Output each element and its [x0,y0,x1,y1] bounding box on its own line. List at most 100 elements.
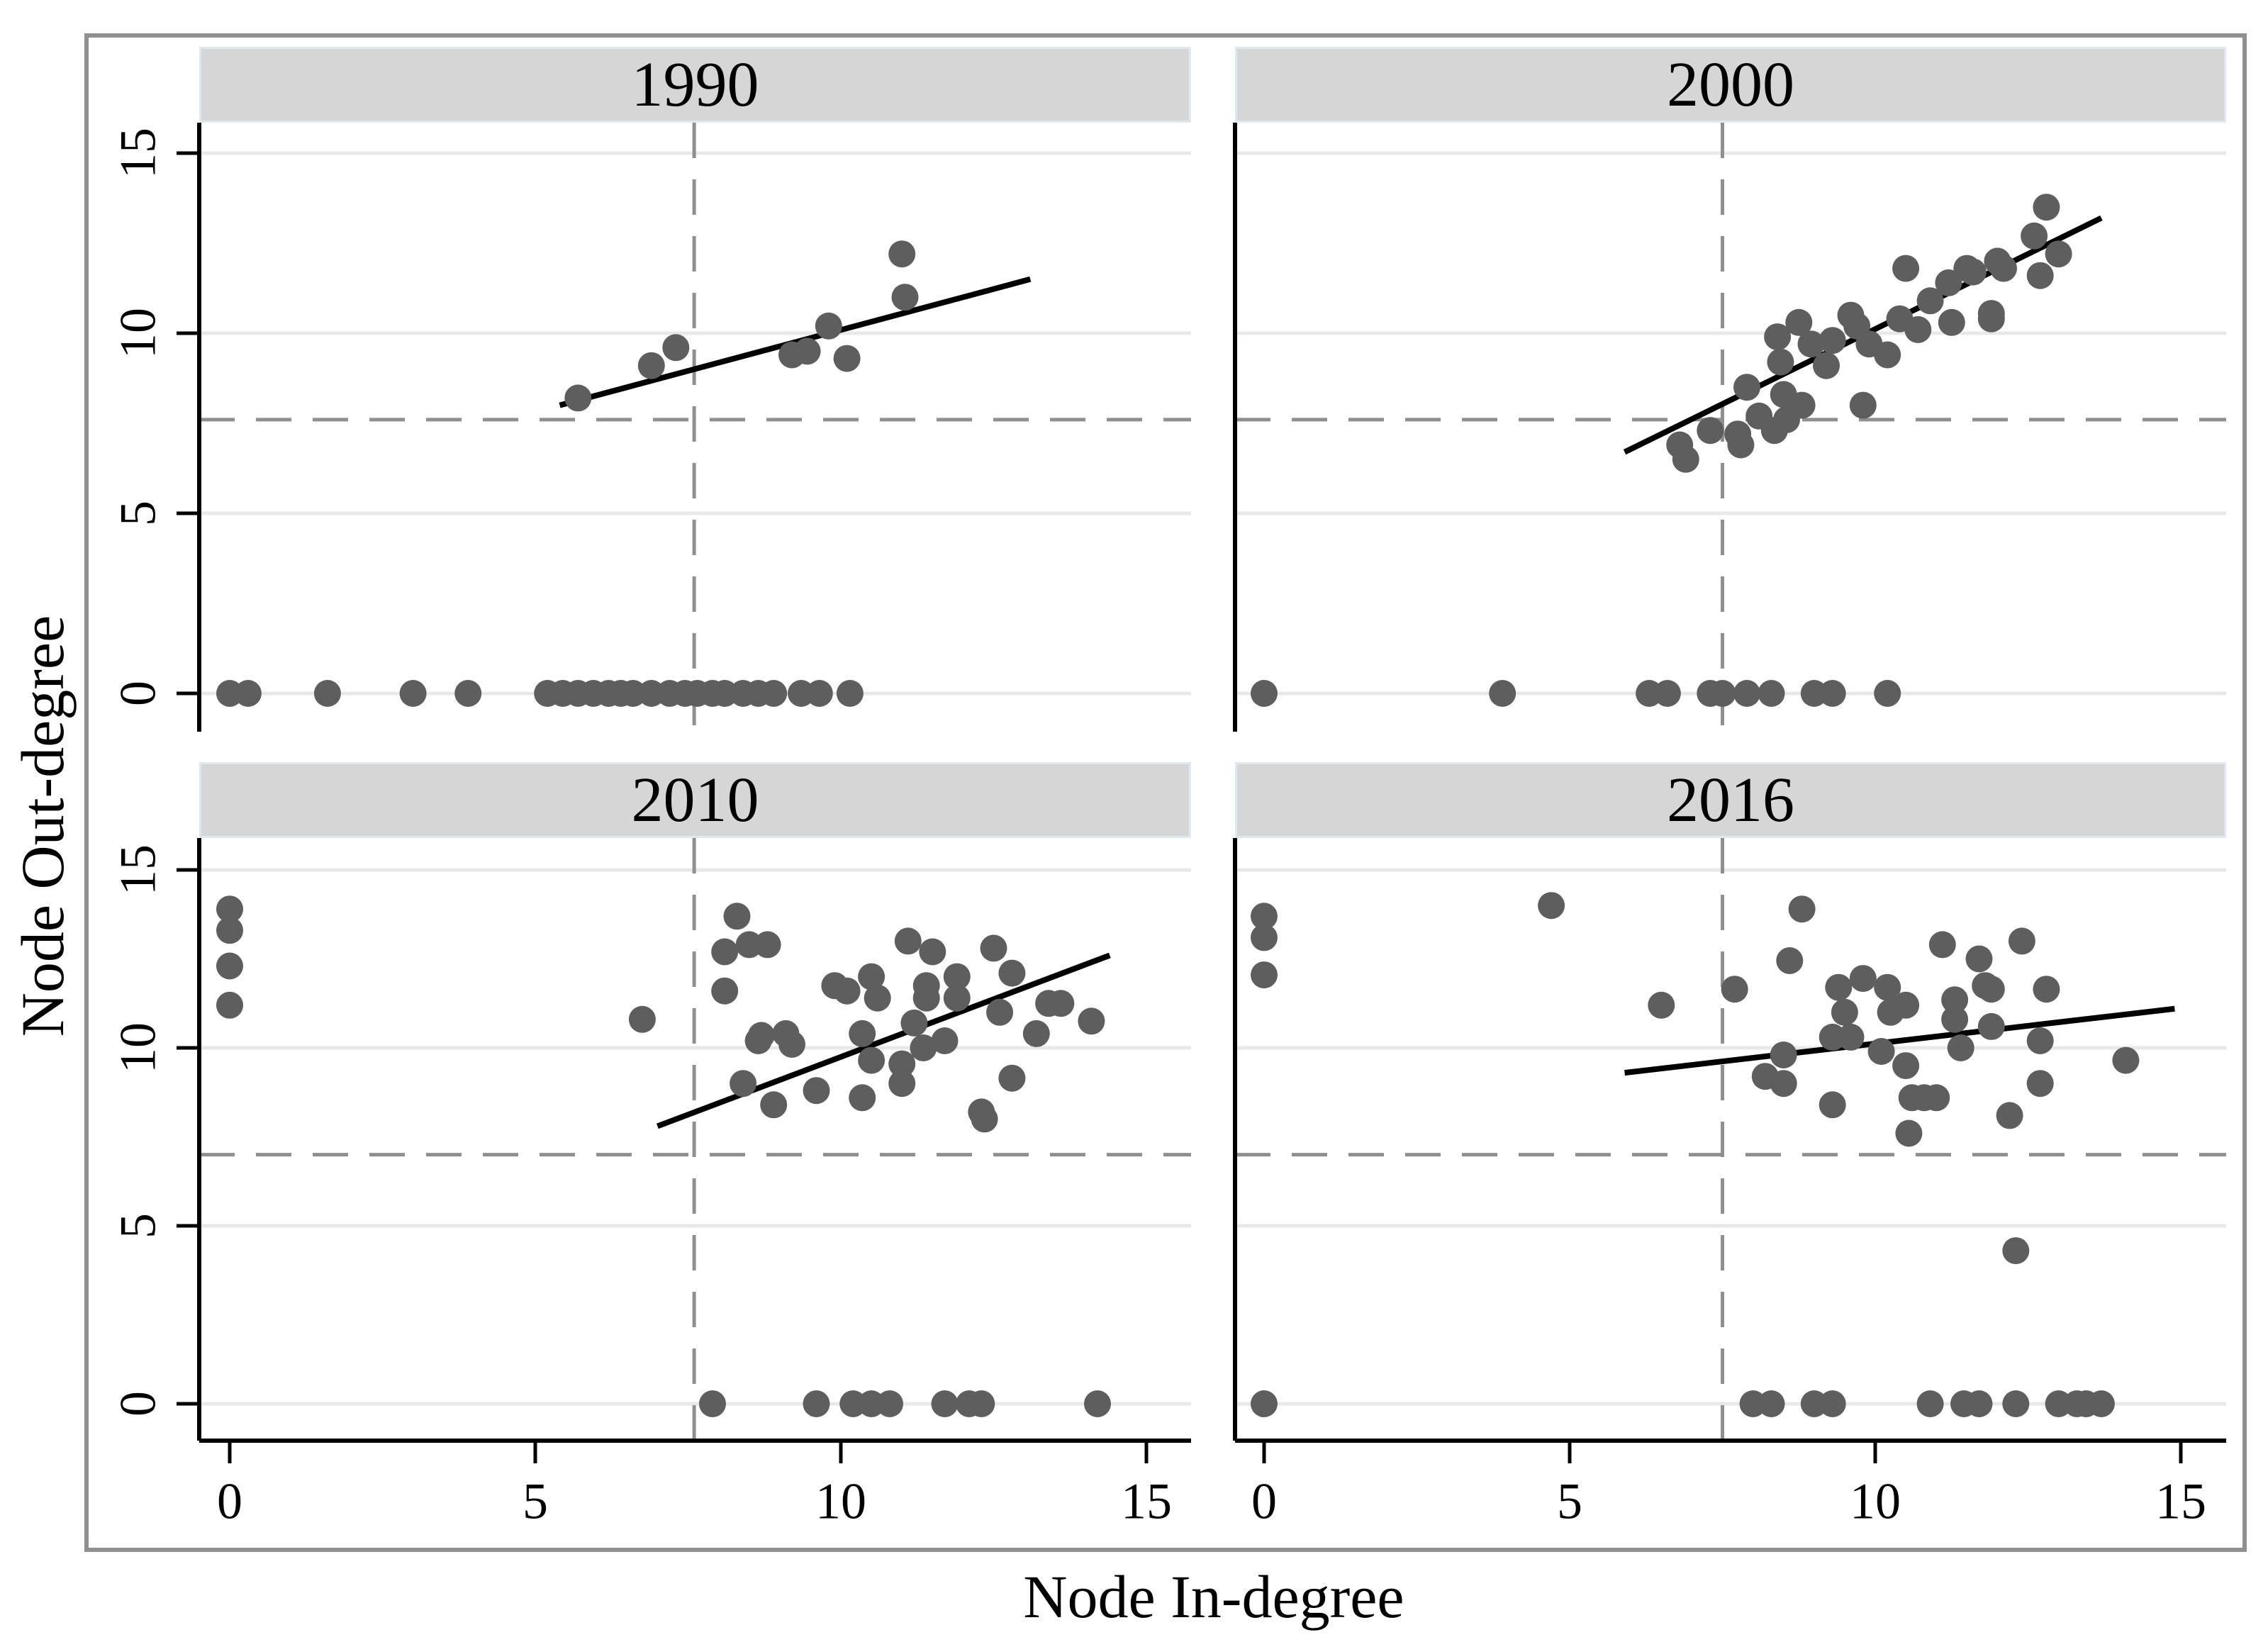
data-point [313,680,341,707]
data-point [2002,1390,2030,1417]
data-point [2087,1390,2115,1417]
data-point [1928,931,1956,959]
data-point [891,284,919,311]
data-point [1916,1390,1944,1417]
data-point [711,938,739,966]
data-point [2112,1046,2140,1074]
data-point [931,1027,959,1054]
data-point [1867,1038,1895,1065]
data-point [699,1390,726,1417]
data-point [1489,680,1516,707]
data-point [1938,308,1965,336]
data-point [1047,990,1075,1017]
data-point [998,959,1026,987]
x-tick-label: 0 [1251,1473,1277,1530]
data-point [1849,391,1877,419]
data-point [1819,1091,1846,1119]
data-point [1251,680,1278,707]
y-axis-title: Node Out-degree [9,615,77,1037]
data-point [888,1050,916,1078]
data-point [1733,374,1760,401]
data-point [919,938,946,966]
data-point [1819,327,1846,354]
y-tick-label: 5 [109,1213,167,1239]
panel-header-2010: 2010 [199,762,1191,838]
data-point [793,337,821,365]
data-point [454,680,482,707]
data-point [2033,194,2060,221]
data-point [2002,1237,2030,1265]
data-point [2033,976,2060,1003]
data-point [986,998,1014,1026]
data-point [637,352,665,379]
data-point [1996,1102,2023,1129]
data-point [1721,976,1748,1003]
data-point [216,991,243,1019]
data-point [399,680,427,707]
data-point [1672,445,1699,473]
panel-header-1990: 1990 [199,47,1191,123]
data-point [1776,947,1804,974]
data-point [1831,998,1858,1026]
data-point [1904,315,1932,343]
data-point [998,1064,1026,1092]
data-point [888,240,916,268]
data-point [1084,1390,1111,1417]
data-point [980,934,1007,962]
data-point [1874,973,1901,1001]
data-point [943,963,971,990]
data-point [1977,976,2005,1003]
panel-header-2016: 2016 [1235,762,2226,838]
data-point [760,680,788,707]
data-point [2026,262,2054,289]
data-point [2026,1027,2054,1054]
data-point [1837,1023,1865,1051]
data-point [803,1077,830,1105]
data-point [1825,973,1853,1001]
data-point [234,680,262,707]
data-point [628,1005,656,1033]
data-point [2045,240,2072,268]
figure-border [84,33,2247,1552]
data-point [1697,417,1724,445]
data-point [1892,255,1920,282]
x-axis-title: Node In-degree [1023,1563,1404,1631]
data-point [711,977,739,1005]
data-point [1813,352,1840,379]
data-point [1538,892,1565,920]
data-point [900,1009,928,1037]
data-point [931,1390,959,1417]
data-point [833,345,861,372]
data-point [1990,255,2017,282]
data-point [1770,1070,1797,1098]
data-point [849,1020,876,1047]
data-point [1797,330,1825,358]
data-point [1770,1041,1797,1068]
data-point [1733,680,1760,707]
data-point [1648,991,1675,1019]
fit-line [656,952,1111,1129]
data-point [760,1091,788,1119]
data-point [2008,927,2035,955]
data-point [2021,222,2048,250]
x-tick-label: 15 [2155,1473,2206,1530]
data-point [849,1084,876,1112]
y-tick-label: 5 [109,501,167,526]
y-tick-label: 15 [109,128,167,179]
data-point [858,1046,886,1074]
data-point [1788,895,1816,923]
data-point [1078,1007,1105,1035]
y-tick-label: 0 [109,681,167,706]
data-point [1653,680,1681,707]
data-point [943,984,971,1012]
data-point [803,1390,830,1417]
x-tick-label: 0 [217,1473,242,1530]
data-point [1941,1005,1969,1033]
x-tick-label: 5 [523,1473,548,1530]
data-point [730,1070,757,1098]
data-point [1965,1390,1993,1417]
data-point [1758,1390,1785,1417]
y-tick-label: 15 [109,844,167,895]
data-point [1849,965,1877,993]
